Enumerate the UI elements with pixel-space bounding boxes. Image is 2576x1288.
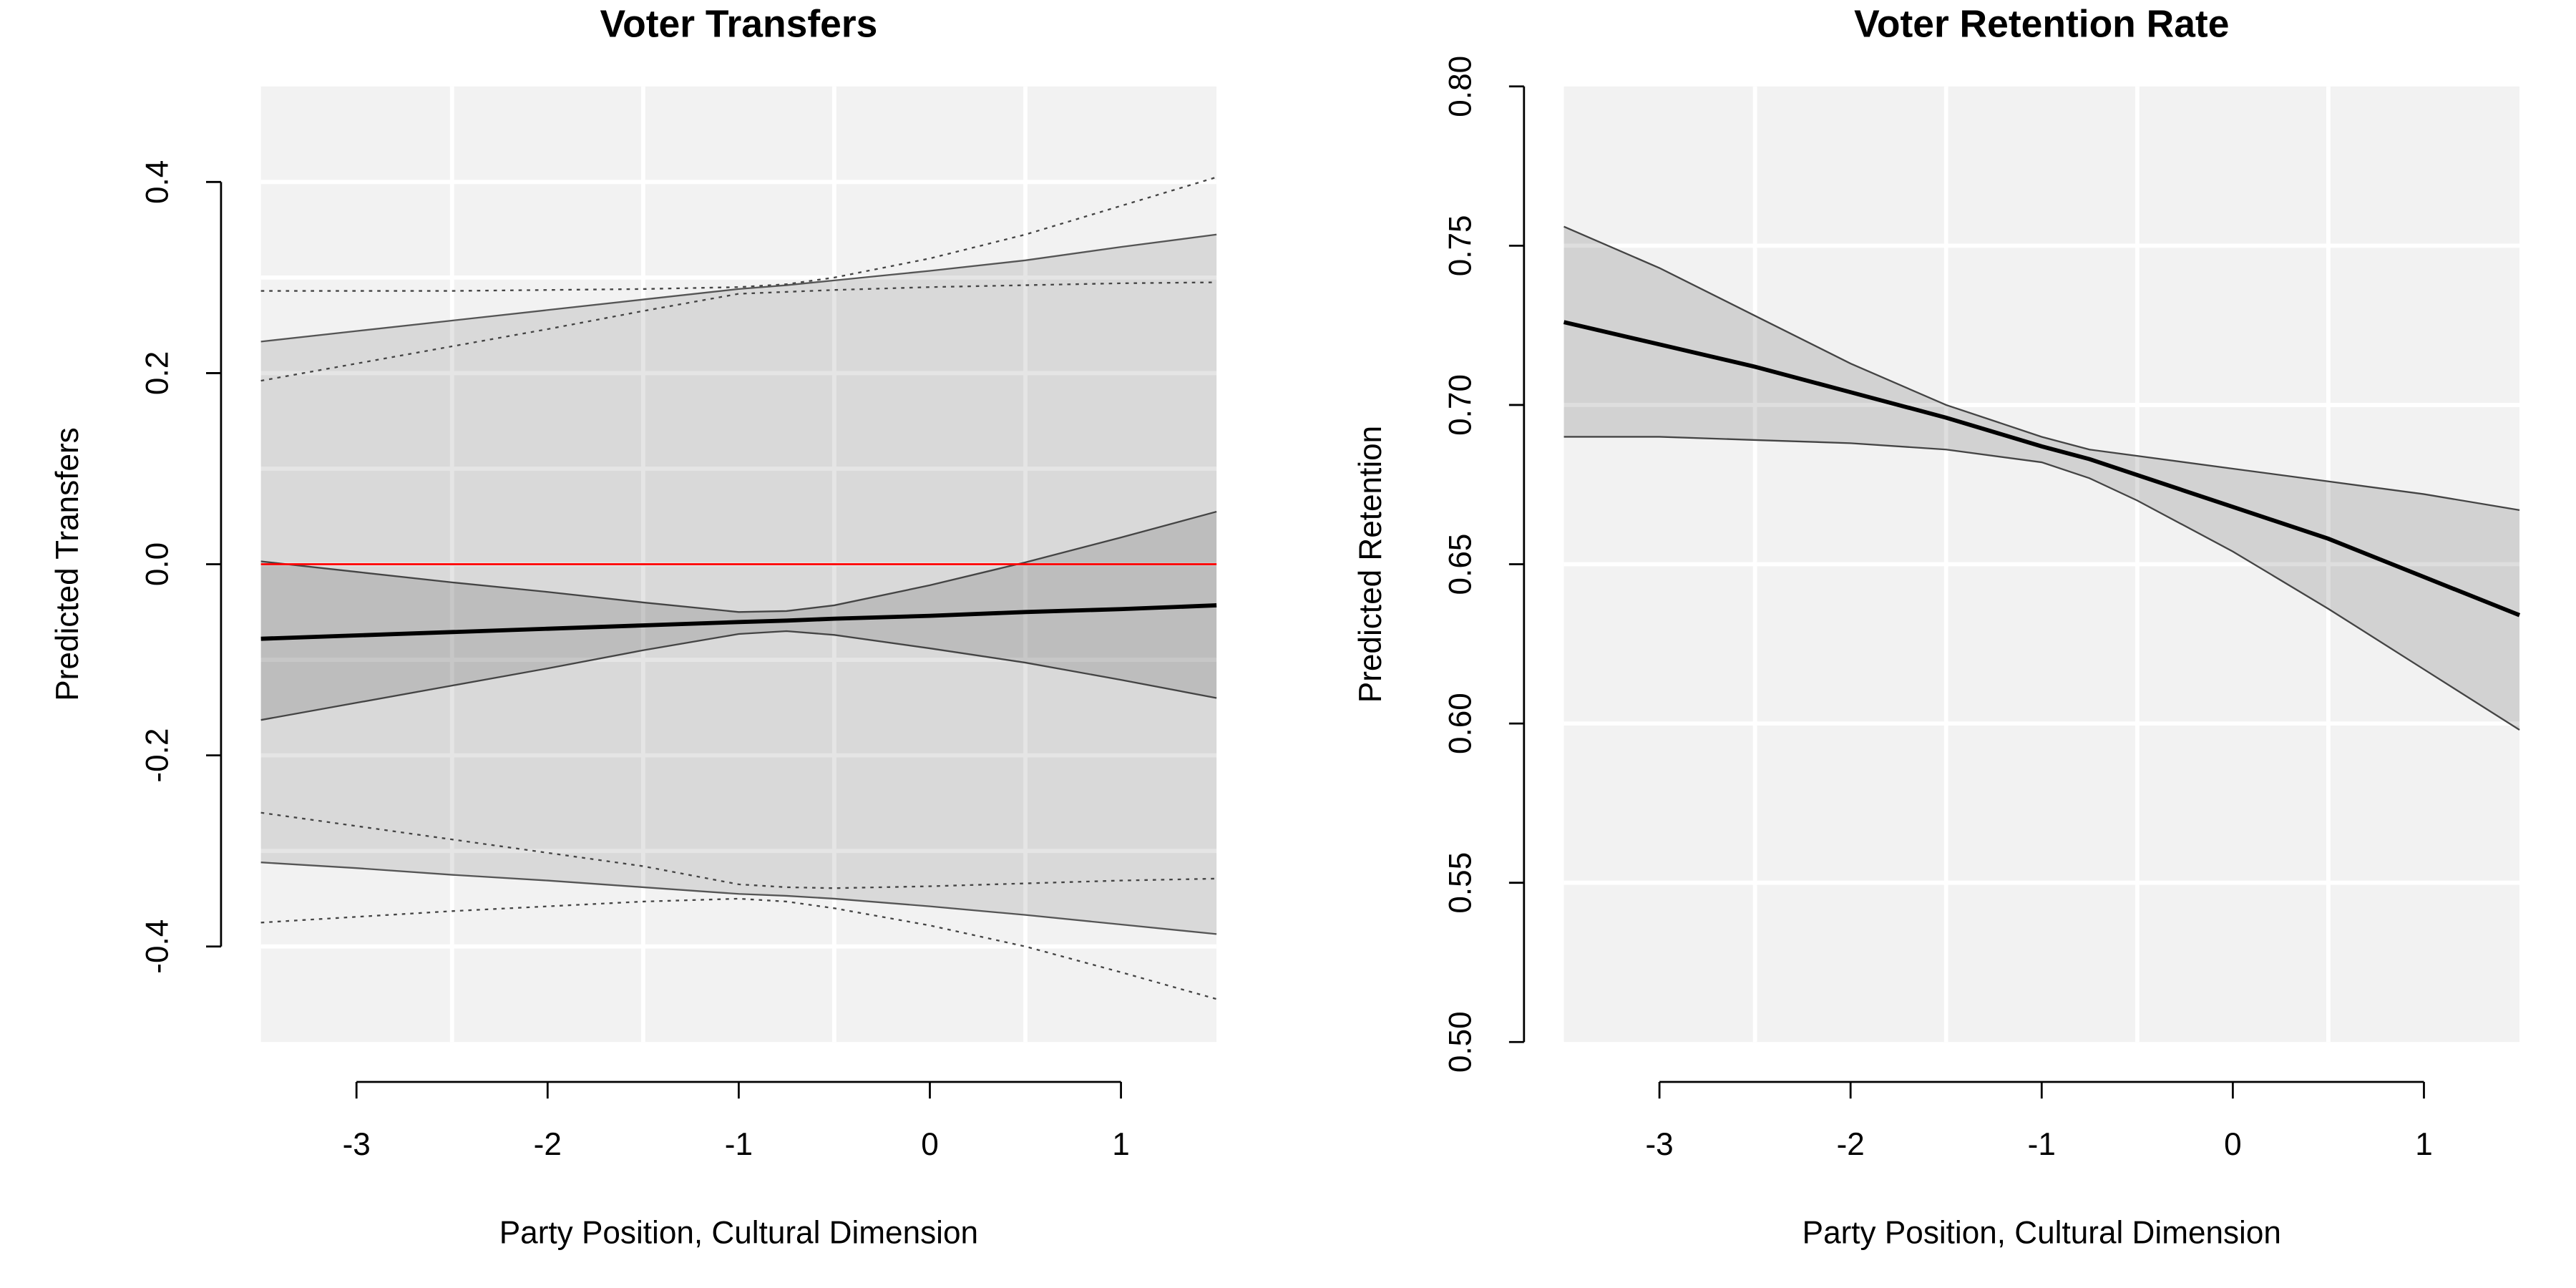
y-tick-label: 0.55 [1443,852,1478,914]
y-tick-label: 0.50 [1443,1011,1478,1073]
y-tick-label: 0.0 [140,542,175,586]
x-tick-label: 1 [2415,1127,2433,1162]
x-tick-label: -1 [2028,1127,2056,1162]
panel: Voter Transfers Party Position, Cultural … [50,3,1217,1250]
chart-title: Voter Retention Rate [1854,3,2229,45]
x-tick-label: 0 [921,1127,939,1162]
x-tick-label: -3 [343,1127,371,1162]
band-fill [260,234,1217,935]
y-axis-label: Predicted Retention [1353,426,1388,703]
band-fill [260,512,1217,721]
x-tick-label: 1 [1112,1127,1130,1162]
y-axis-label: Predicted Transfers [50,427,85,701]
x-tick-label: -2 [1837,1127,1865,1162]
line [260,897,1217,1000]
line [260,811,1217,889]
line [1563,320,2521,618]
y-tick-label: 0.80 [1443,56,1478,117]
y-tick-label: 0.65 [1443,534,1478,595]
y-tick-label: 0.70 [1443,374,1478,436]
x-tick-label: -2 [534,1127,562,1162]
y-tick-label: 0.2 [140,351,175,395]
x-tick-label: 0 [2224,1127,2242,1162]
y-tick-label: -0.2 [140,728,175,783]
band-fill [1563,226,2520,731]
band-edge [260,510,1217,613]
band-edge [1563,436,2520,731]
line [260,281,1217,382]
chart-title: Voter Transfers [600,3,877,45]
band-edge [260,233,1217,343]
line [260,603,1217,641]
band-edge [260,630,1217,721]
y-tick-label: 0.75 [1443,215,1478,276]
y-tick-label: -0.4 [140,919,175,974]
x-tick-label: -1 [725,1127,753,1162]
y-tick-label: 0.4 [140,160,175,204]
line [260,176,1217,292]
x-axis-label: Party Position, Cultural Dimension [499,1215,978,1250]
band-edge [260,862,1217,935]
x-axis-label: Party Position, Cultural Dimension [1802,1215,2281,1250]
panel: Voter Retention Rate Party Position, Cult… [1353,3,2521,1250]
y-tick-label: 0.60 [1443,693,1478,754]
band-edge [1563,225,2520,511]
x-tick-label: -3 [1645,1127,1673,1162]
